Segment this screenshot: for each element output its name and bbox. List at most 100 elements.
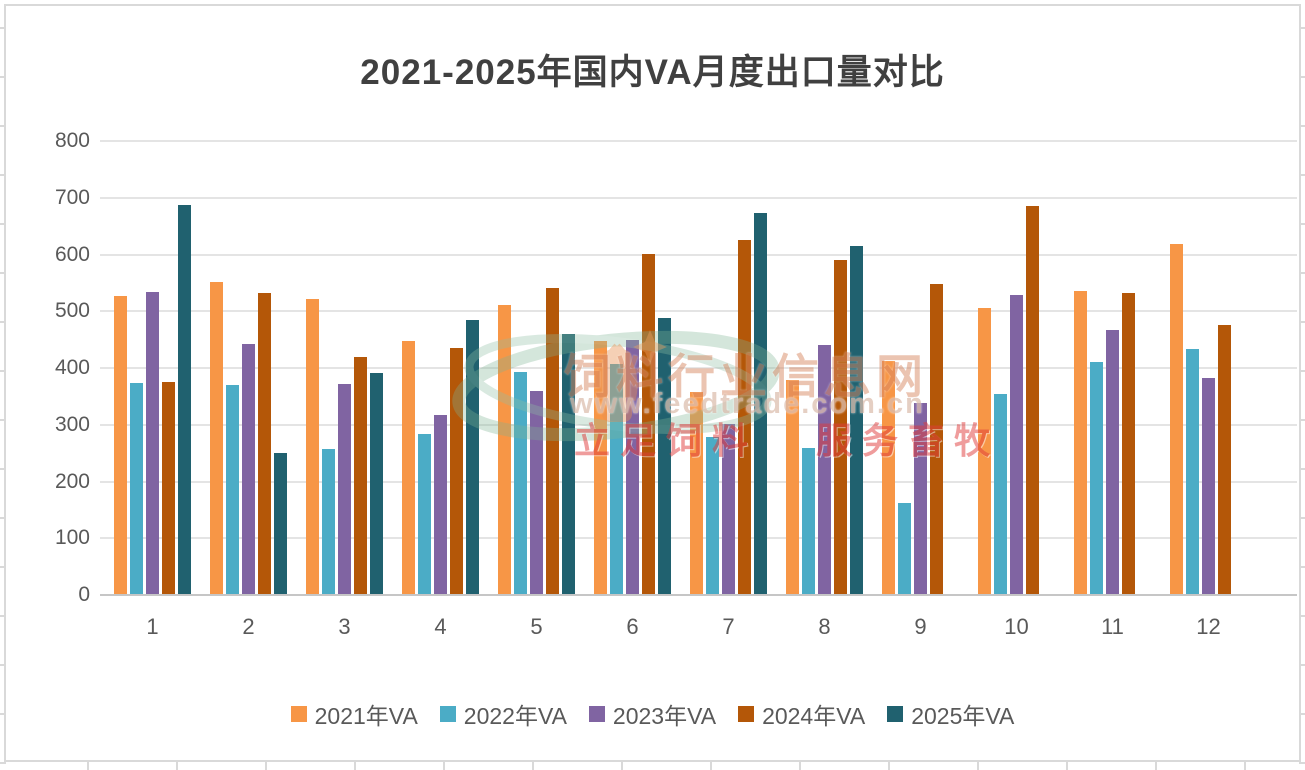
- y-axis-label: 400: [54, 356, 90, 379]
- bar-2022年VA-month-11: [1090, 362, 1103, 594]
- bar-2024年VA-month-4: [450, 347, 463, 594]
- gridline: [100, 310, 1297, 313]
- x-axis-label: 2: [242, 614, 255, 639]
- bar-2022年VA-month-2: [226, 385, 239, 594]
- bar-2024年VA-month-11: [1122, 293, 1135, 594]
- gridline: [100, 140, 1297, 142]
- x-axis-label: 12: [1196, 614, 1221, 639]
- bar-2023年VA-month-7: [722, 423, 735, 594]
- y-axis-label: 600: [54, 242, 90, 266]
- y-axis-label: 100: [54, 526, 90, 550]
- x-axis-line: [100, 594, 1297, 596]
- x-axis-label: 1: [146, 614, 159, 639]
- bar-2024年VA-month-7: [738, 240, 751, 594]
- legend-item-2022年VA: 2022年VA: [439, 697, 567, 731]
- bar-2021年VA-month-4: [402, 341, 415, 594]
- legend-swatch-icon: [290, 706, 307, 722]
- legend-swatch-icon: [887, 706, 904, 722]
- bar-2023年VA-month-9: [914, 402, 927, 594]
- bar-2021年VA-month-8: [786, 380, 799, 594]
- bar-2024年VA-month-2: [258, 293, 271, 594]
- y-axis-label: 300: [54, 412, 90, 436]
- bar-2025年VA-month-8: [850, 245, 863, 594]
- plot-area: [100, 140, 1297, 596]
- bar-2025年VA-month-5: [562, 333, 575, 594]
- legend-label: 2022年VA: [463, 703, 567, 729]
- bar-2024年VA-month-8: [834, 260, 847, 594]
- bar-2023年VA-month-12: [1202, 377, 1215, 594]
- bar-group-month-10: [978, 140, 1055, 594]
- gridline: [100, 196, 1297, 199]
- legend-label: 2021年VA: [314, 703, 418, 729]
- bar-2022年VA-month-6: [610, 364, 623, 594]
- legend-item-2025年VA: 2025年VA: [887, 697, 1014, 731]
- bar-2024年VA-month-10: [1026, 205, 1039, 594]
- gridline: [100, 367, 1297, 369]
- y-axis-label: 200: [54, 469, 90, 493]
- bar-2021年VA-month-10: [978, 307, 991, 594]
- y-axis-label: 800: [54, 129, 90, 152]
- bar-2023年VA-month-11: [1106, 329, 1119, 594]
- bar-2021年VA-month-6: [594, 340, 607, 594]
- bar-2023年VA-month-5: [530, 390, 543, 594]
- legend-label: 2025年VA: [911, 703, 1015, 729]
- bar-group-month-12: [1170, 140, 1247, 594]
- x-axis-label: 3: [338, 614, 351, 639]
- bar-2024年VA-month-5: [546, 288, 559, 594]
- chart-legend: 2021年VA 2022年VA 2023年VA 2024年VA 2025年VA: [0, 697, 1305, 731]
- bar-2024年VA-month-9: [930, 284, 943, 594]
- bar-2021年VA-month-11: [1074, 290, 1087, 594]
- bar-2022年VA-month-10: [994, 393, 1007, 594]
- legend-item-2024年VA: 2024年VA: [738, 697, 865, 731]
- legend-label: 2024年VA: [762, 703, 866, 729]
- x-axis-label: 4: [434, 614, 447, 639]
- legend-item-2021年VA: 2021年VA: [290, 697, 418, 731]
- bar-2022年VA-month-3: [322, 448, 335, 594]
- bar-2023年VA-month-2: [242, 344, 255, 594]
- bar-2022年VA-month-4: [418, 433, 431, 594]
- bar-group-month-11: [1074, 140, 1151, 594]
- bar-group-month-6: [594, 140, 671, 594]
- y-axis-label: 700: [54, 185, 90, 209]
- x-axis-label: 9: [914, 614, 927, 639]
- x-axis-label: 7: [722, 614, 735, 639]
- bar-2023年VA-month-1: [146, 292, 159, 594]
- bar-2022年VA-month-9: [898, 502, 911, 594]
- worksheet-column-gridline-stubs-bottom: [0, 762, 1305, 770]
- bar-2021年VA-month-12: [1170, 243, 1183, 594]
- bar-2021年VA-month-3: [306, 298, 319, 594]
- legend-item-2023年VA: 2023年VA: [588, 697, 716, 731]
- bar-2021年VA-month-5: [498, 305, 511, 594]
- x-axis-label: 8: [818, 614, 831, 639]
- bar-2021年VA-month-1: [114, 296, 127, 594]
- bar-2023年VA-month-8: [818, 344, 831, 594]
- bar-2021年VA-month-9: [882, 361, 895, 594]
- bar-2023年VA-month-10: [1010, 294, 1023, 594]
- x-axis-label: 6: [626, 614, 639, 639]
- bar-2024年VA-month-1: [162, 382, 175, 594]
- bar-2022年VA-month-5: [514, 371, 527, 594]
- y-axis: 0 100 200 300 400 500 600 700 800: [26, 129, 90, 606]
- bar-2022年VA-month-8: [802, 448, 815, 594]
- bar-2025年VA-month-4: [466, 319, 479, 594]
- bar-group-month-2: [210, 140, 287, 594]
- bar-group-month-8: [786, 140, 863, 594]
- bar-2022年VA-month-12: [1186, 348, 1199, 594]
- bar-2024年VA-month-6: [642, 253, 655, 594]
- x-axis-label: 10: [1004, 614, 1029, 639]
- x-axis-label: 5: [530, 614, 543, 639]
- y-axis-label: 500: [54, 299, 90, 323]
- chart-title: 2021-2025年国内VA月度出口量对比: [360, 53, 945, 92]
- legend-swatch-icon: [588, 706, 605, 722]
- bar-group-month-7: [690, 140, 767, 594]
- bar-2023年VA-month-4: [434, 414, 447, 594]
- bar-2024年VA-month-3: [354, 356, 367, 594]
- bar-2022年VA-month-7: [706, 436, 719, 594]
- bar-2025年VA-month-1: [178, 204, 191, 594]
- bar-2024年VA-month-12: [1218, 325, 1231, 594]
- bar-group-month-9: [882, 140, 959, 594]
- bar-group-month-1: [114, 140, 191, 594]
- bar-2022年VA-month-1: [130, 382, 143, 594]
- x-axis: 1 2 3 4 5 6 7 8 9 10 11 12: [100, 614, 1297, 648]
